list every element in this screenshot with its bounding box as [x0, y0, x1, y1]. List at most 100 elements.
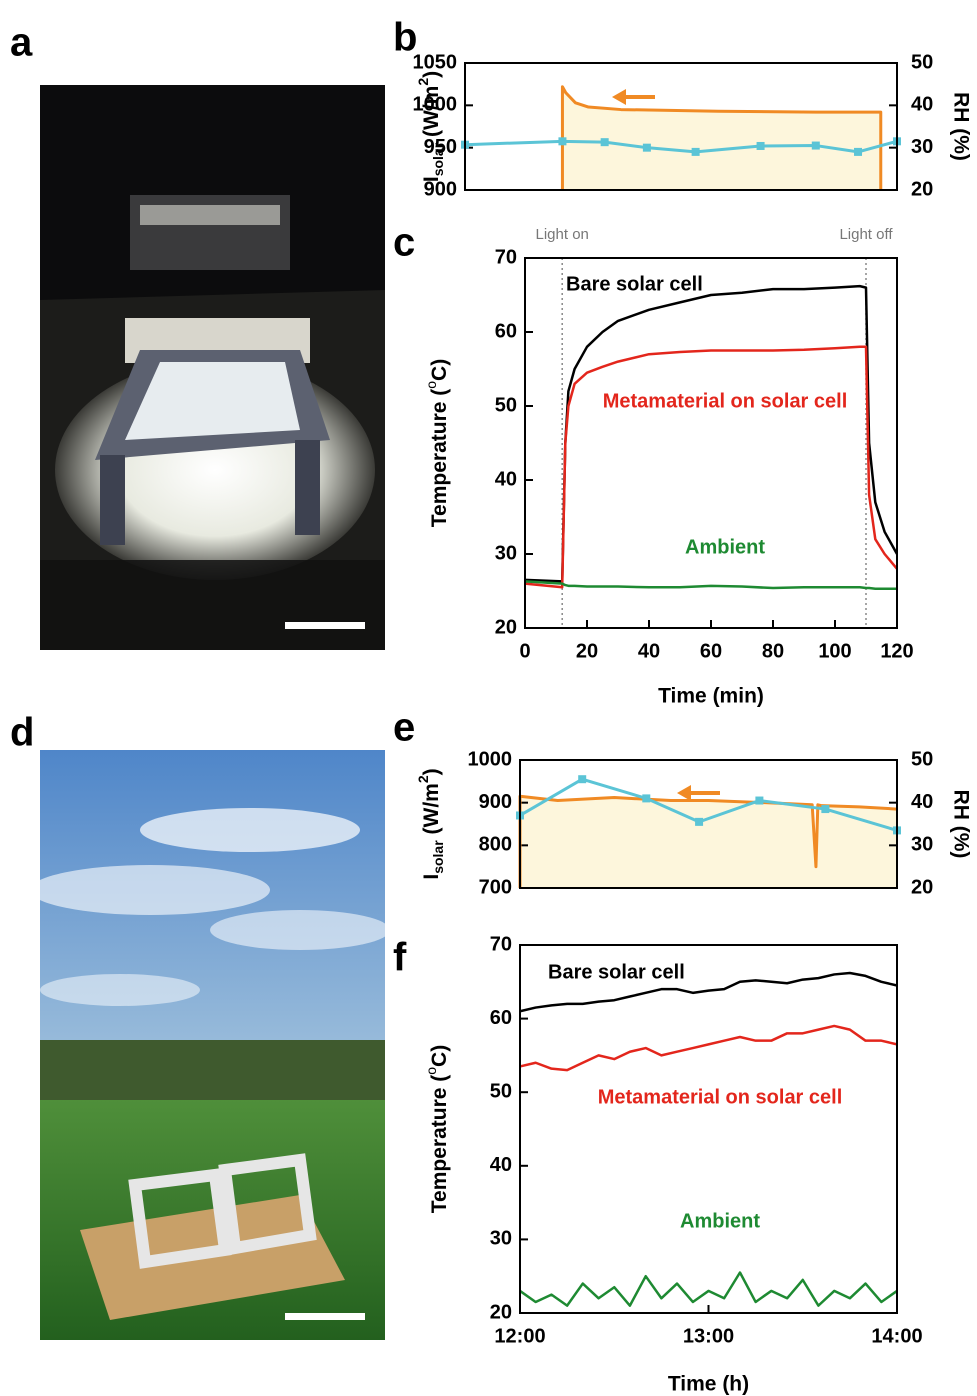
annotation: Light on: [536, 226, 589, 243]
x-tick-label: 100: [818, 640, 851, 662]
y-axis-label-part: solar: [430, 840, 446, 874]
y-tick-label: 1000: [468, 748, 513, 770]
y-tick-label: 70: [495, 246, 517, 268]
y-axis-label-part: (W/m: [420, 86, 443, 143]
y2-tick-label: 30: [911, 136, 933, 158]
x-tick-label: 20: [576, 640, 598, 662]
marker: [755, 796, 764, 805]
series-label: Metamaterial on solar cell: [598, 1086, 843, 1108]
y-tick-label: 1000: [413, 94, 458, 116]
y-axis-label-part: ): [420, 71, 443, 78]
marker: [600, 138, 609, 147]
photo-a: [40, 85, 385, 650]
series-line: [519, 1024, 898, 1072]
x-tick-label: 13:00: [683, 1325, 734, 1347]
marker: [811, 141, 820, 150]
plot-frame: [524, 257, 898, 629]
plot-frame: [464, 62, 898, 191]
y-axis-label-part: ): [420, 768, 443, 775]
y2-tick-label: 40: [911, 94, 933, 116]
panel-label: e: [393, 706, 415, 750]
panel-label: c: [393, 221, 415, 265]
chart: 700 800 900 1000 20 30 40 50 Isolar (W/m2) RH (%): [415, 748, 973, 898]
series-line: [524, 345, 898, 589]
y-tick-label: 40: [490, 1154, 512, 1176]
y-tick-label: 950: [424, 136, 457, 158]
series-label: Ambient: [680, 1210, 760, 1232]
x-tick-label: 60: [700, 640, 722, 662]
y-axis-label-part: Temperature (: [428, 389, 451, 527]
arrows: [612, 89, 828, 870]
series-label: Bare solar cell: [548, 961, 685, 983]
y-tick-label: 20: [490, 1301, 512, 1323]
y-axis-label-part: I: [420, 874, 443, 880]
y-axis-label-part: o: [423, 1067, 439, 1075]
y2-tick-label: 50: [911, 748, 933, 770]
panel-label: a: [10, 21, 33, 65]
marker: [642, 143, 651, 152]
y-axis-label-part: I: [420, 176, 443, 182]
y2-axis-label: RH (%): [949, 92, 972, 161]
y-axis-label-part: solar: [430, 142, 446, 176]
marker: [558, 137, 567, 146]
x-axis-label: Time (h): [668, 1373, 749, 1396]
marker: [854, 147, 863, 156]
y-tick-label: 900: [479, 791, 512, 813]
y-axis-label-part: (W/m: [420, 783, 443, 840]
y2-tick-label: 30: [911, 834, 933, 856]
plot-frame: [519, 759, 898, 889]
y2-tick-label: 20: [911, 876, 933, 898]
y-tick-label: 800: [479, 834, 512, 856]
marker: [695, 817, 704, 826]
x-tick-label: 0: [519, 640, 530, 662]
panel-label: b: [393, 16, 417, 60]
panel-label: f: [393, 936, 407, 980]
y-axis-label: Isolar (W/m2): [415, 768, 446, 879]
y-tick-label: 1050: [413, 51, 458, 73]
marker: [821, 805, 830, 814]
area-fill: [520, 796, 897, 888]
y-tick-label: 30: [490, 1228, 512, 1250]
series-label: Bare solar cell: [566, 273, 703, 295]
y-axis-label-part: Temperature (: [428, 1075, 451, 1213]
y2-tick-label: 40: [911, 791, 933, 813]
y-tick-label: 20: [495, 616, 517, 638]
y2-tick-label: 20: [911, 178, 933, 200]
y-axis-label-part: 2: [415, 775, 431, 783]
y-tick-label: 30: [495, 542, 517, 564]
y-tick-label: 900: [424, 178, 457, 200]
x-tick-label: 14:00: [871, 1325, 922, 1347]
chart: 20 30 40 50 60 70 12:00 13:00 14:00 Bare solar ce…: [423, 933, 923, 1395]
x-axis-label: Time (min): [658, 685, 764, 708]
x-tick-label: 40: [638, 640, 660, 662]
y-axis-label-part: C): [428, 359, 451, 381]
y-axis-label-part: C): [428, 1045, 451, 1067]
marker: [578, 775, 587, 784]
marker: [691, 147, 700, 156]
series-label: Ambient: [685, 536, 765, 558]
annotation: Light off: [839, 226, 893, 243]
y-tick-label: 60: [495, 320, 517, 342]
marker: [756, 141, 765, 150]
y-tick-label: 70: [490, 933, 512, 955]
series-line: [560, 85, 883, 190]
y-tick-label: 40: [495, 468, 517, 490]
x-tick-label: 120: [880, 640, 913, 662]
y-tick-label: 50: [490, 1080, 512, 1102]
y-axis-label-part: 2: [415, 78, 431, 86]
plot-frame: [519, 944, 898, 1314]
series-line: [519, 1271, 898, 1307]
series-label: Metamaterial on solar cell: [603, 390, 848, 412]
y-axis-label: Temperature (oC): [423, 1045, 451, 1213]
marker: [642, 794, 651, 803]
x-tick-label: 80: [762, 640, 784, 662]
y-axis-label: Temperature (oC): [423, 359, 451, 527]
y-tick-label: 60: [490, 1007, 512, 1029]
y2-axis-label: RH (%): [949, 790, 972, 859]
series-line: [524, 580, 897, 591]
y-tick-label: 50: [495, 394, 517, 416]
photo-d: [30, 750, 390, 1340]
series-line: [519, 971, 898, 1013]
